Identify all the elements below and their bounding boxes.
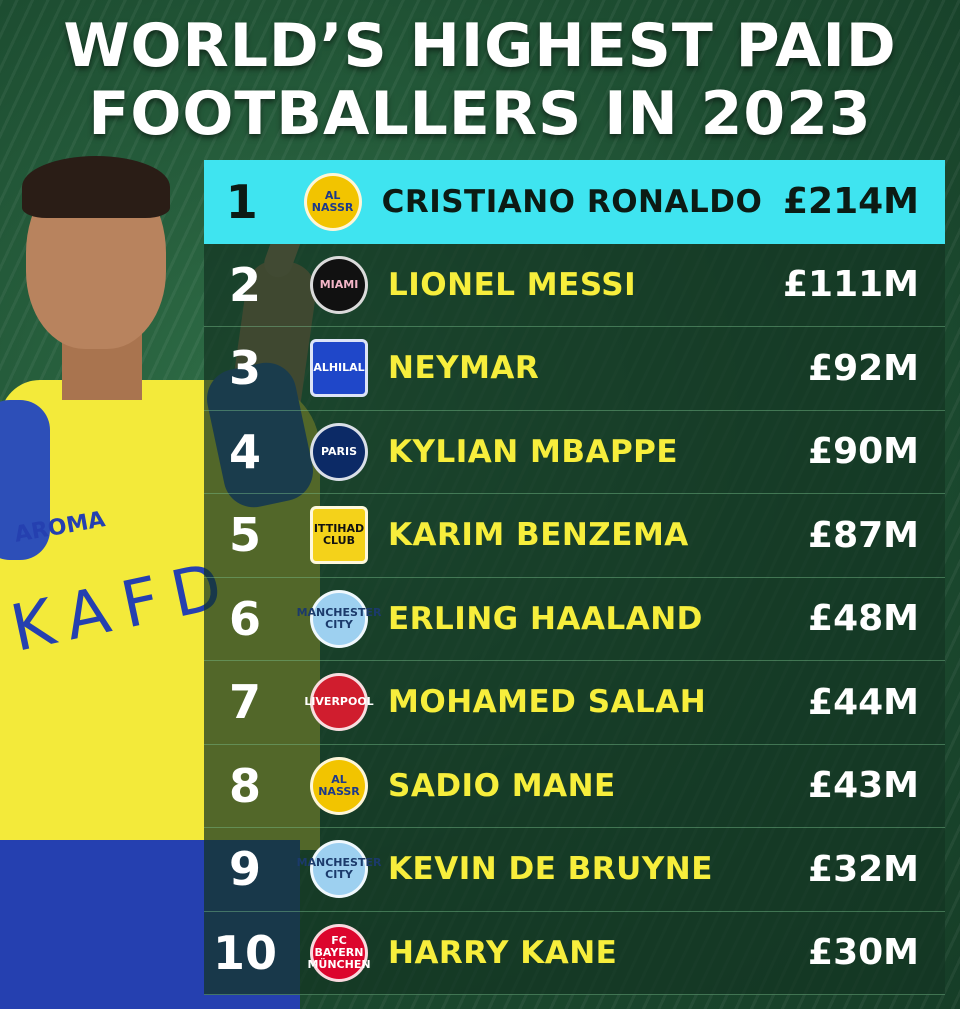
salary-amount: £92M [808, 347, 919, 389]
player-name: KARIM BENZEMA [388, 517, 689, 554]
ranking-row: 6 MANCHESTER CITY ERLING HAALAND £48M [204, 577, 945, 661]
player-name: MOHAMED SALAH [388, 684, 707, 721]
ranking-row: 4 PARIS KYLIAN MBAPPE £90M [204, 410, 945, 494]
rank-number: 10 [212, 925, 277, 980]
salary-amount: £111M [782, 264, 919, 306]
ranking-row: 8 AL NASSR SADIO MANE £43M [204, 744, 945, 828]
player-name: KYLIAN MBAPPE [388, 433, 679, 470]
rank-number: 7 [228, 675, 261, 730]
rank-number: 9 [228, 842, 261, 897]
al-nassr-crest-icon: AL NASSR [303, 172, 362, 231]
salary-amount: £43M [808, 765, 919, 807]
player-sleeve-left [0, 400, 50, 560]
salary-amount: £214M [782, 181, 919, 223]
bayern-munich-crest-icon: FC BAYERN MÜNCHEN [307, 923, 371, 982]
al-nassr-crest-icon: AL NASSR [310, 756, 368, 815]
rank-number: 5 [228, 508, 261, 563]
salary-amount: £44M [808, 681, 919, 723]
ranking-row: 2 MIAMI LIONEL MESSI £111M [204, 243, 945, 327]
rank-number: 6 [228, 591, 261, 646]
salary-amount: £87M [808, 514, 919, 556]
title-line-2: FOOTBALLERS IN 2023 [88, 79, 872, 149]
rank-number: 8 [228, 758, 261, 813]
salary-amount: £30M [808, 932, 919, 974]
rank-number: 1 [225, 174, 258, 229]
player-name: KEVIN DE BRUYNE [388, 851, 713, 888]
al-ittihad-crest-icon: ITTIHAD CLUB [310, 506, 368, 565]
rank-number: 3 [228, 341, 261, 396]
salary-amount: £48M [808, 598, 919, 640]
player-name: LIONEL MESSI [388, 266, 637, 303]
al-hilal-crest-icon: ALHILAL [310, 339, 368, 398]
player-name: ERLING HAALAND [388, 600, 703, 637]
ranking-row: 1 AL NASSR CRISTIANO RONALDO £214M [204, 160, 945, 244]
rank-number: 2 [228, 257, 261, 312]
player-name: NEYMAR [388, 350, 540, 387]
salary-amount: £90M [808, 431, 919, 473]
liverpool-crest-icon: LIVERPOOL [304, 673, 374, 732]
manchester-city-crest-icon: MANCHESTER CITY [297, 589, 381, 648]
manchester-city-crest-icon: MANCHESTER CITY [297, 840, 381, 899]
player-name: CRISTIANO RONALDO [381, 183, 763, 220]
inter-miami-crest-icon: MIAMI [310, 255, 368, 314]
player-name: HARRY KANE [388, 934, 618, 971]
ranking-row: 9 MANCHESTER CITY KEVIN DE BRUYNE £32M [204, 828, 945, 912]
ranking-row: 5 ITTIHAD CLUB KARIM BENZEMA £87M [204, 494, 945, 578]
page-title: WORLD’S HIGHEST PAID FOOTBALLERS IN 2023 [0, 12, 960, 148]
ranking-row: 3 ALHILAL NEYMAR £92M [204, 327, 945, 411]
player-name: SADIO MANE [388, 767, 616, 804]
player-hair [22, 156, 170, 218]
rank-number: 4 [228, 424, 261, 479]
salary-amount: £32M [808, 848, 919, 890]
ranking-row: 7 LIVERPOOL MOHAMED SALAH £44M [204, 661, 945, 745]
ranking-table: 1 AL NASSR CRISTIANO RONALDO £214M 2 MIAMI LIO… [204, 160, 945, 995]
ranking-row: 10 FC BAYERN MÜNCHEN HARRY KANE £30M [204, 911, 945, 995]
title-line-1: WORLD’S HIGHEST PAID [63, 11, 897, 81]
psg-crest-icon: PARIS [310, 422, 368, 481]
